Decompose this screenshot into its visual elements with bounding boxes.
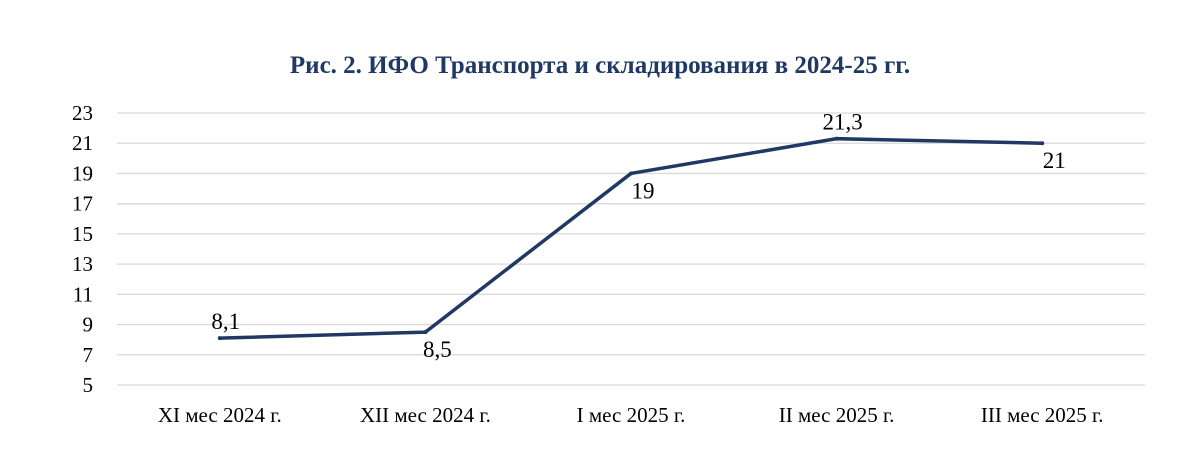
data-point <box>629 171 633 176</box>
series-line <box>219 136 1043 340</box>
data-label: 21 <box>1043 148 1066 173</box>
x-tick-label: I мес 2025 г. <box>577 403 686 427</box>
y-tick-label: 15 <box>72 222 93 246</box>
x-tick-label: III мес 2025 г. <box>981 403 1104 427</box>
data-point <box>834 136 839 141</box>
y-tick-label: 7 <box>83 343 94 367</box>
x-axis-tick-labels: XI мес 2024 г. XII мес 2024 г. I мес 2025 … <box>158 403 1104 427</box>
x-tick-label: XI мес 2024 г. <box>158 403 282 427</box>
data-label: 8,5 <box>423 337 452 362</box>
gridlines <box>117 112 1145 386</box>
chart-title: Рис. 2. ИФО Транспорта и складирования в… <box>290 52 910 79</box>
data-point <box>423 330 428 335</box>
y-tick-label: 5 <box>83 373 94 397</box>
data-labels: 8,1 8,5 19 21,3 21 <box>211 110 1065 362</box>
y-tick-label: 23 <box>72 101 93 125</box>
y-tick-label: 11 <box>73 282 93 306</box>
y-tick-label: 17 <box>72 192 93 216</box>
data-point <box>1040 141 1045 146</box>
data-point <box>217 336 222 341</box>
data-label: 19 <box>632 178 655 203</box>
y-axis-tick-labels: 5 7 9 11 13 15 17 19 21 23 <box>72 101 93 397</box>
series-layer <box>219 136 1043 340</box>
x-tick-label: II мес 2025 г. <box>779 403 895 427</box>
x-tick-label: XII мес 2024 г. <box>360 403 491 427</box>
y-tick-label: 13 <box>72 252 93 276</box>
y-tick-label: 21 <box>72 131 93 155</box>
data-points <box>217 136 1045 341</box>
data-label: 8,1 <box>211 309 240 334</box>
y-tick-label: 19 <box>72 161 93 185</box>
data-label: 21,3 <box>822 110 862 135</box>
y-tick-label: 9 <box>83 313 94 337</box>
